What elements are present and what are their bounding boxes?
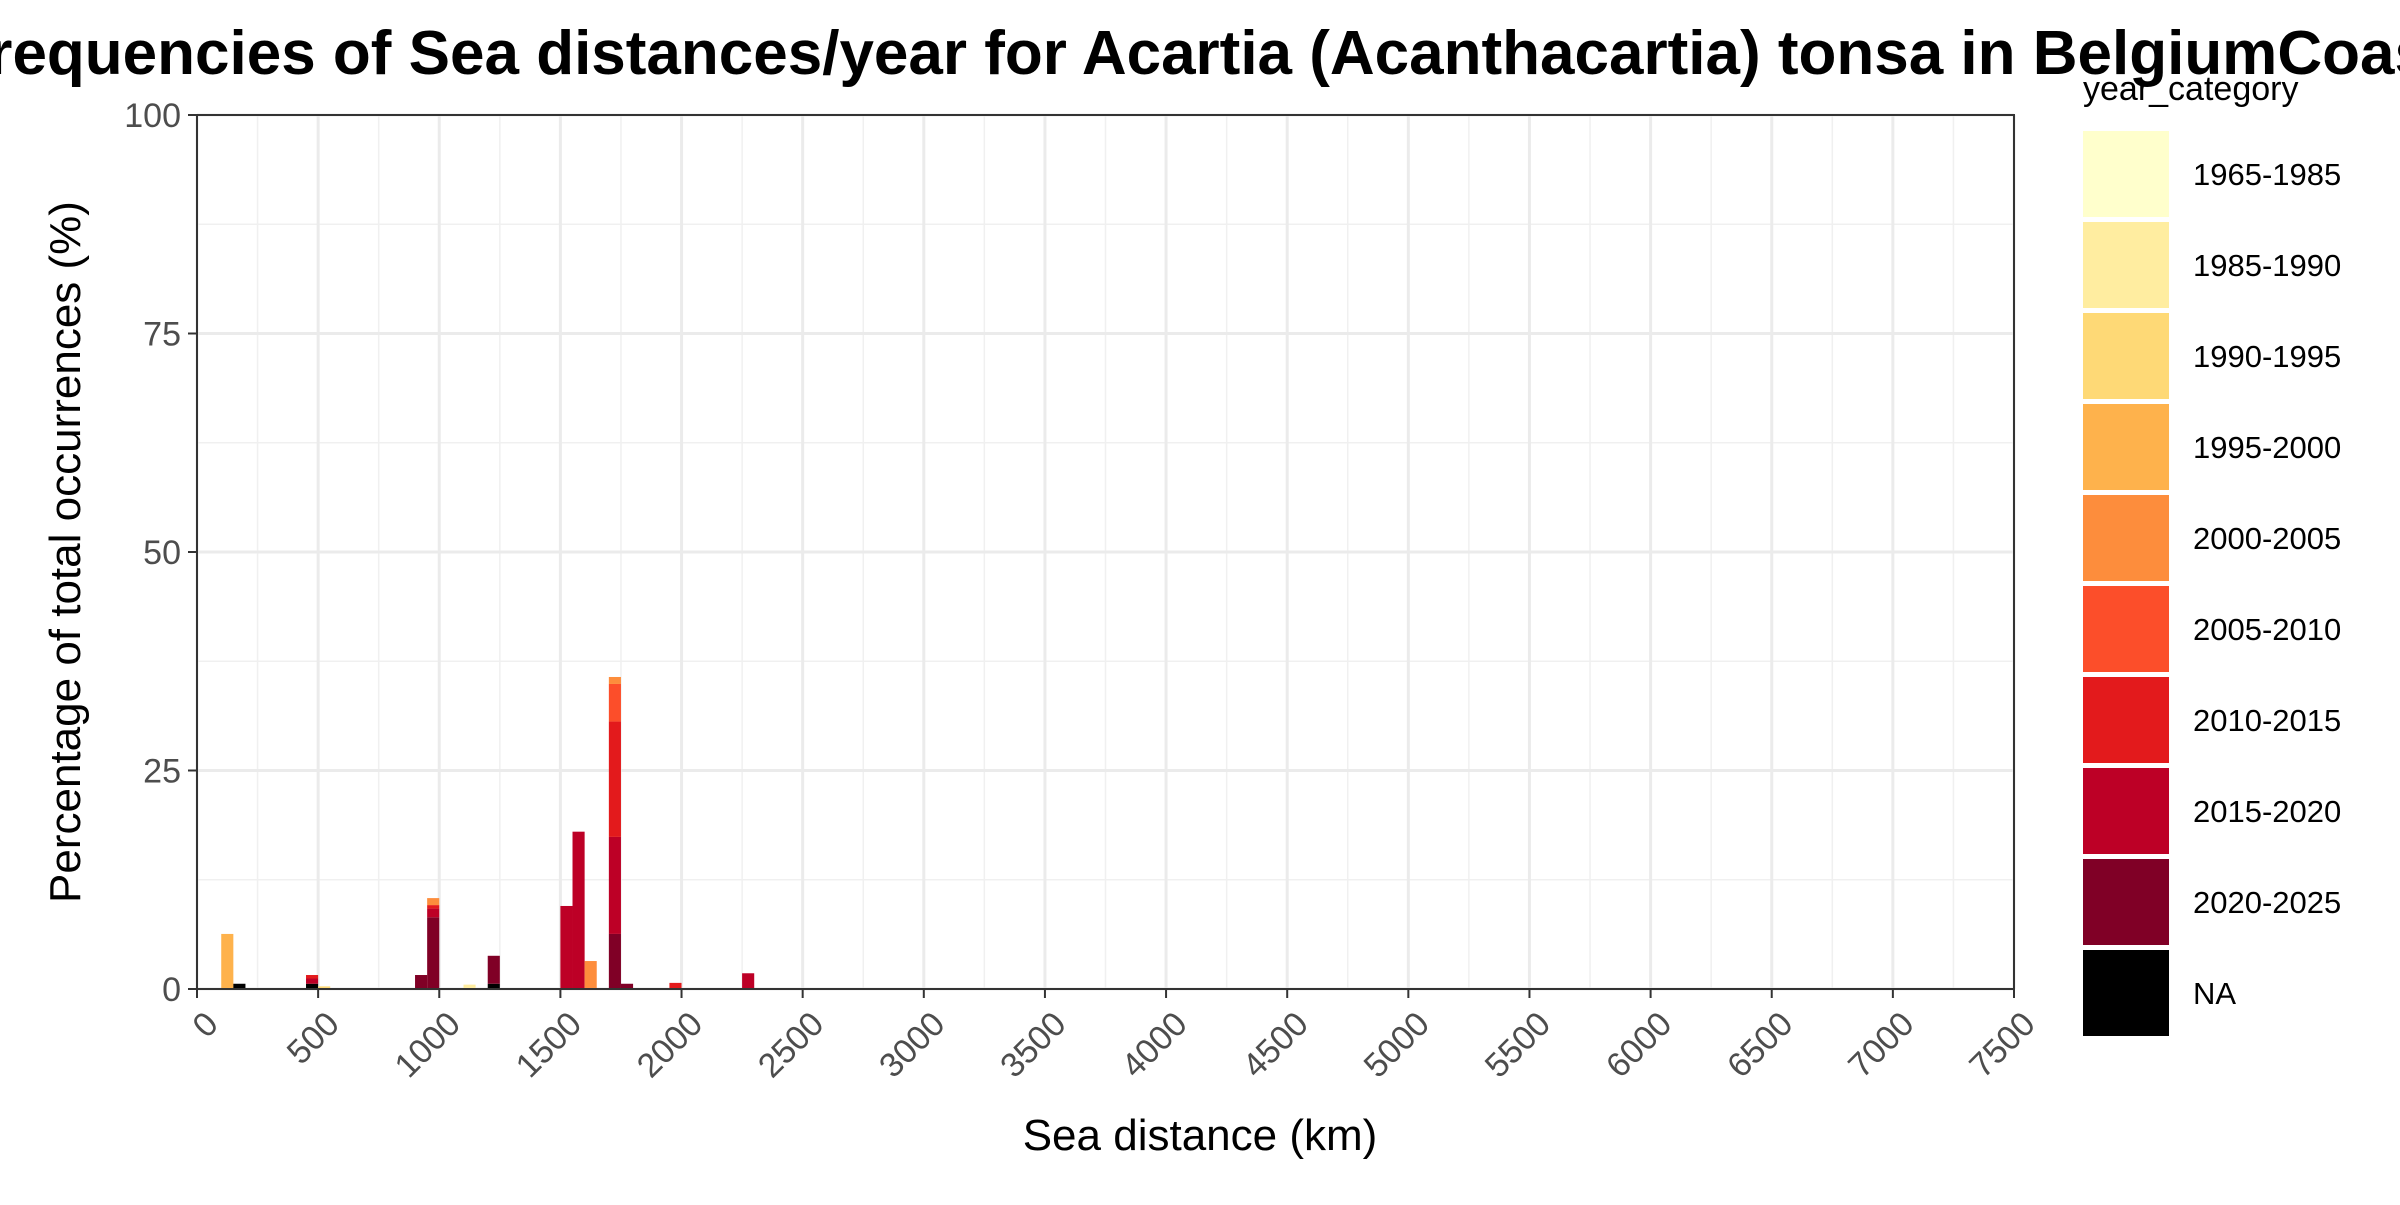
bar-segment	[306, 983, 319, 989]
bar-segment	[608, 836, 621, 934]
legend-key	[2083, 495, 2169, 581]
legend-label: 1985-1990	[2193, 248, 2341, 283]
bar-segment	[221, 933, 234, 989]
grid-layer	[195, 113, 2016, 991]
bar-segment	[427, 917, 440, 989]
bar-segment	[233, 983, 246, 989]
legend-key	[2083, 859, 2169, 945]
bar-segment	[427, 905, 440, 909]
legend-key	[2083, 404, 2169, 490]
bar-segment	[608, 683, 621, 722]
legend-label: 2020-2025	[2193, 885, 2341, 920]
legend-key	[2083, 586, 2169, 672]
y-tick-label: 75	[143, 316, 181, 354]
x-axis-title: Sea distance (km)	[1023, 1111, 1378, 1160]
legend-key	[2083, 131, 2169, 217]
bar-segment	[487, 983, 500, 989]
y-axis-title: Percentage of total occurrences (%)	[41, 201, 90, 903]
bar-segment	[742, 973, 755, 989]
legend-label: 2005-2010	[2193, 612, 2341, 647]
chart-title: Frequencies of Sea distances/year for Ac…	[0, 19, 2400, 88]
bar-segment	[669, 982, 682, 989]
y-tick-label: 0	[162, 971, 181, 1009]
bar-segment	[306, 975, 319, 979]
legend-key	[2083, 677, 2169, 763]
y-tick-label: 100	[124, 97, 181, 135]
bar-segment	[560, 905, 573, 989]
bar-segment	[463, 984, 476, 989]
legend-key	[2083, 222, 2169, 308]
legend-key	[2083, 950, 2169, 1036]
legend-label: 1990-1995	[2193, 339, 2341, 374]
bar-segment	[620, 983, 634, 989]
bar-segment	[608, 676, 621, 684]
bar-segment	[608, 933, 621, 989]
bar-segment	[608, 721, 621, 837]
bar-segment	[487, 955, 500, 984]
bar-segment	[584, 961, 597, 989]
bar-segment	[306, 978, 319, 984]
legend-title: year_category	[2083, 70, 2298, 108]
legend-key	[2083, 768, 2169, 854]
bar-segment	[572, 831, 585, 989]
legend-label: 2015-2020	[2193, 794, 2341, 829]
bar-segment	[318, 986, 331, 989]
bar-segment	[427, 908, 440, 918]
bar-segment	[427, 898, 440, 906]
bar-segment	[415, 975, 428, 989]
legend-key	[2083, 313, 2169, 399]
y-tick-label: 50	[143, 534, 181, 572]
legend-label: 2000-2005	[2193, 521, 2341, 556]
legend-label: 1995-2000	[2193, 430, 2341, 465]
legend: year_category 1965-1985 1985-1990 1990-199…	[2083, 70, 2341, 1036]
y-tick-label: 25	[143, 753, 181, 791]
bars-layer	[221, 676, 755, 989]
legend-label: 1965-1985	[2193, 157, 2341, 192]
legend-label: 2010-2015	[2193, 703, 2341, 738]
legend-label: NA	[2193, 976, 2236, 1011]
